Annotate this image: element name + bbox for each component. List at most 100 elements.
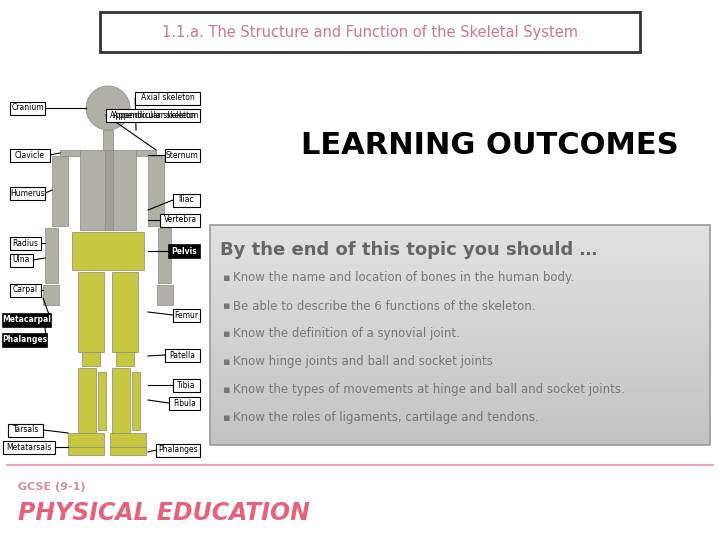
Text: Metacarpal: Metacarpal [3, 315, 51, 325]
Text: GCSE (9-1): GCSE (9-1) [18, 482, 86, 492]
Bar [116, 352, 134, 366]
Text: ▪: ▪ [223, 273, 230, 283]
Bar [210, 335, 710, 341]
Text: Appendicular skeleton: Appendicular skeleton [110, 111, 196, 119]
Bar [136, 150, 156, 156]
Text: Phalanges: Phalanges [158, 446, 198, 455]
Bar [210, 247, 710, 253]
Bar [210, 302, 710, 307]
Text: ▪: ▪ [223, 301, 230, 311]
Bar [112, 272, 138, 352]
Text: Metatarsals: Metatarsals [6, 442, 52, 451]
Bar [157, 285, 173, 305]
Bar [210, 440, 710, 445]
Text: Fibula: Fibula [173, 399, 196, 408]
Bar [210, 379, 710, 384]
Text: 1.1.a. The Structure and Function of the Skeletal System: 1.1.a. The Structure and Function of the… [162, 24, 578, 39]
Bar [173, 308, 200, 321]
Bar [10, 253, 33, 267]
Text: Phalanges: Phalanges [2, 335, 48, 345]
Bar [210, 236, 710, 241]
Bar [132, 372, 140, 430]
Text: LEARNING OUTCOMES: LEARNING OUTCOMES [301, 131, 679, 159]
Text: Ulna: Ulna [13, 255, 30, 265]
Bar [80, 150, 136, 230]
Bar [210, 368, 710, 374]
Text: Carpal: Carpal [13, 286, 38, 294]
Bar [112, 368, 130, 433]
Bar [210, 231, 710, 236]
Bar [78, 368, 96, 433]
Bar [161, 213, 200, 226]
Text: Axial skeleton: Axial skeleton [140, 93, 194, 103]
Text: By the end of this topic you should …: By the end of this topic you should … [220, 241, 598, 259]
Bar [210, 401, 710, 407]
Bar [210, 417, 710, 423]
Bar [210, 324, 710, 329]
Bar [45, 228, 58, 283]
Bar [98, 372, 106, 430]
Bar [72, 232, 144, 270]
Bar [168, 396, 200, 409]
Text: Be able to describe the 6 functions of the skeleton.: Be able to describe the 6 functions of t… [233, 300, 536, 313]
Text: ▪: ▪ [223, 329, 230, 339]
Text: Cranium: Cranium [12, 104, 44, 112]
Text: Iliac: Iliac [179, 195, 194, 205]
Bar [210, 264, 710, 269]
Bar [148, 156, 164, 226]
Text: Know hinge joints and ball and socket joints: Know hinge joints and ball and socket jo… [233, 355, 493, 368]
Text: Appendicular skeleton: Appendicular skeleton [113, 111, 199, 120]
Bar [103, 130, 113, 150]
Bar [210, 241, 710, 247]
Bar [210, 291, 710, 296]
Bar [173, 379, 200, 392]
Bar [110, 433, 146, 447]
Bar [210, 357, 710, 362]
Bar [210, 225, 710, 231]
Bar [210, 412, 710, 417]
Bar [210, 362, 710, 368]
Text: PHYSICAL EDUCATION: PHYSICAL EDUCATION [18, 501, 310, 525]
Bar [168, 245, 200, 258]
Bar [8, 423, 43, 436]
Bar [10, 237, 41, 249]
Bar [210, 395, 710, 401]
Text: Vertebra: Vertebra [163, 215, 197, 225]
Bar [60, 150, 80, 156]
Bar [210, 313, 710, 319]
Bar [165, 348, 200, 361]
Bar [135, 91, 200, 105]
Text: Tarsals: Tarsals [12, 426, 39, 435]
Bar [78, 272, 104, 352]
Bar [10, 148, 50, 161]
Text: Know the definition of a synovial joint.: Know the definition of a synovial joint. [233, 327, 460, 341]
Text: Know the roles of ligaments, cartilage and tendons.: Know the roles of ligaments, cartilage a… [233, 411, 539, 424]
Bar [210, 429, 710, 434]
Bar [210, 286, 710, 291]
Bar [118, 109, 194, 122]
Bar [68, 433, 104, 447]
Bar [100, 12, 640, 52]
Bar [10, 284, 41, 296]
Bar [165, 148, 200, 161]
Text: ▪: ▪ [223, 413, 230, 423]
Bar [210, 407, 710, 412]
Bar [210, 390, 710, 395]
Bar [110, 447, 146, 455]
Bar [210, 434, 710, 440]
Bar [10, 102, 45, 114]
Bar [210, 341, 710, 346]
Text: Know the name and location of bones in the human body.: Know the name and location of bones in t… [233, 272, 574, 285]
Bar [210, 352, 710, 357]
Circle shape [86, 86, 130, 130]
Bar [210, 269, 710, 274]
Bar [210, 280, 710, 286]
Bar [210, 423, 710, 429]
Text: Sternum: Sternum [166, 151, 199, 159]
Bar [68, 447, 104, 455]
Bar [3, 441, 55, 454]
Bar [210, 374, 710, 379]
Bar [210, 296, 710, 302]
Text: Humerus: Humerus [10, 188, 45, 198]
Text: Tibia: Tibia [177, 381, 196, 389]
